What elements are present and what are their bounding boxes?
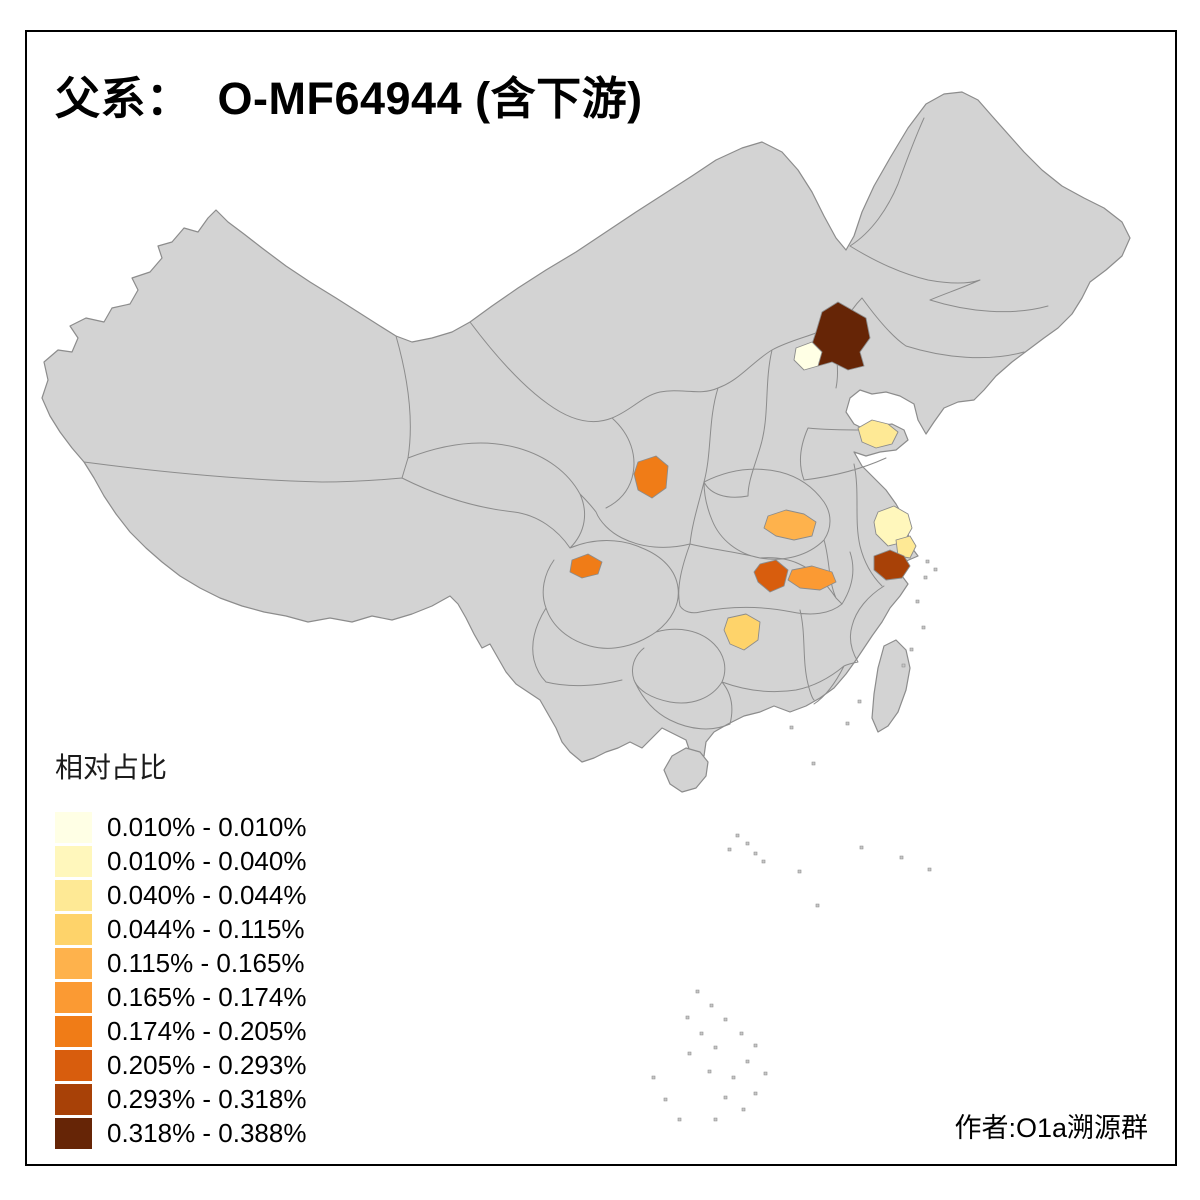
page-title: 父系： O-MF64944 (含下游)	[55, 73, 643, 124]
legend-label: 0.115% - 0.165%	[107, 948, 305, 978]
map-base	[41, 91, 1131, 1122]
legend-entry: 0.115% - 0.165%	[55, 948, 306, 979]
legend-entry: 0.293% - 0.318%	[55, 1084, 306, 1115]
legend-entry: 0.174% - 0.205%	[55, 1016, 306, 1047]
highlight-region	[873, 549, 911, 581]
legend-label: 0.010% - 0.040%	[107, 846, 307, 876]
legend-entry: 0.165% - 0.174%	[55, 982, 306, 1013]
legend-entry: 0.010% - 0.040%	[55, 846, 306, 877]
legend: 相对占比 0.010% - 0.010% 0.010% - 0.040% 0.040…	[55, 746, 306, 1152]
mainland-china-shape	[41, 91, 1131, 765]
island-dots	[651, 559, 938, 1122]
highlight-region	[763, 509, 817, 541]
legend-swatch	[55, 914, 92, 945]
legend-entry: 0.318% - 0.388%	[55, 1118, 306, 1149]
legend-label: 0.174% - 0.205%	[107, 1016, 307, 1046]
legend-swatch	[55, 846, 92, 877]
highlight-region	[723, 613, 761, 651]
taiwan-island-shape	[871, 639, 911, 733]
legend-label: 0.165% - 0.174%	[107, 982, 307, 1012]
highlight-region	[753, 559, 789, 593]
legend-swatch	[55, 1118, 92, 1149]
highlight-region	[569, 553, 603, 579]
legend-entries: 0.010% - 0.010% 0.010% - 0.040% 0.040% - 0…	[55, 812, 306, 1149]
legend-label: 0.010% - 0.010%	[107, 812, 307, 842]
highlighted-regions	[569, 301, 917, 651]
highlight-region	[793, 341, 823, 371]
legend-label: 0.044% - 0.115%	[107, 914, 305, 944]
legend-swatch	[55, 1084, 92, 1115]
province-border-lines	[83, 117, 1049, 730]
highlight-region	[787, 565, 837, 591]
highlight-region	[857, 419, 899, 449]
legend-entry: 0.044% - 0.115%	[55, 914, 306, 945]
legend-entry: 0.010% - 0.010%	[55, 812, 306, 843]
highlight-region	[633, 455, 669, 499]
legend-entry: 0.205% - 0.293%	[55, 1050, 306, 1081]
hainan-island-shape	[663, 747, 709, 793]
legend-swatch	[55, 812, 92, 843]
legend-label: 0.205% - 0.293%	[107, 1050, 307, 1080]
province-borders	[83, 117, 1049, 730]
legend-label: 0.293% - 0.318%	[107, 1084, 307, 1114]
author-credit: 作者:O1a溯源群	[954, 1113, 1148, 1143]
legend-swatch	[55, 880, 92, 911]
legend-label: 0.318% - 0.388%	[107, 1118, 307, 1148]
legend-entry: 0.040% - 0.044%	[55, 880, 306, 911]
legend-swatch	[55, 982, 92, 1013]
legend-title: 相对占比	[55, 752, 168, 783]
legend-label: 0.040% - 0.044%	[107, 880, 307, 910]
legend-swatch	[55, 948, 92, 979]
legend-swatch	[55, 1050, 92, 1081]
legend-swatch	[55, 1016, 92, 1047]
